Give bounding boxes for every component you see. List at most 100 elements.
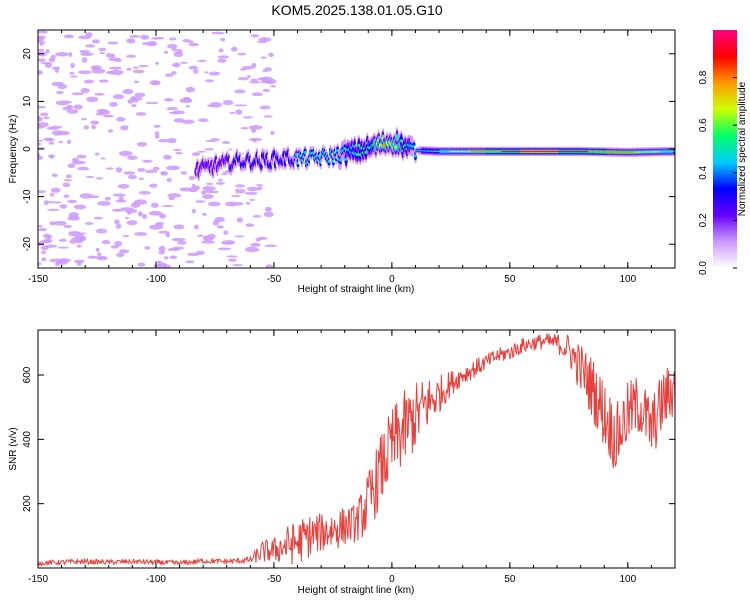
noise-blob <box>115 199 127 203</box>
noise-blob <box>248 137 263 142</box>
noise-blob <box>81 57 88 63</box>
snr-axes: -150 -100 -50 0 50 100 200 400 600 <box>22 330 676 585</box>
noise-blob <box>77 166 90 171</box>
noise-blob <box>203 235 208 240</box>
noise-blob <box>63 194 70 198</box>
noise-blob <box>93 216 104 220</box>
noise-blob <box>256 40 267 44</box>
noise-blob <box>250 34 259 38</box>
noise-blob <box>83 79 95 84</box>
snr-xtick-label: 50 <box>504 574 516 585</box>
noise-blob <box>158 245 166 252</box>
noise-blob <box>221 173 227 176</box>
spectrogram-xtick-label: 100 <box>619 274 636 285</box>
noise-blob <box>167 193 182 198</box>
noise-blob <box>134 232 148 236</box>
noise-blob <box>195 250 205 255</box>
noise-blob <box>62 106 71 111</box>
noise-blob <box>207 201 221 207</box>
noise-blob <box>49 192 55 197</box>
noise-blob <box>126 38 136 44</box>
noise-blob <box>169 255 178 260</box>
noise-blob <box>235 188 240 194</box>
noise-blob <box>161 205 174 208</box>
spectrogram-marks <box>38 30 675 268</box>
snr-xtick-label: -100 <box>146 574 166 585</box>
noise-blob <box>125 216 130 219</box>
noise-blob <box>158 249 166 255</box>
noise-blob <box>55 51 69 57</box>
noise-blob <box>127 174 137 180</box>
noise-blob <box>71 92 84 96</box>
noise-blob <box>218 178 223 182</box>
noise-blob <box>248 125 263 130</box>
noise-blob <box>102 114 115 118</box>
snr-plot-area <box>38 330 675 568</box>
noise-blob <box>155 260 163 263</box>
snr-ytick-label: 400 <box>22 431 33 448</box>
noise-blob <box>41 250 47 255</box>
noise-blob <box>149 183 158 188</box>
noise-blob <box>66 109 79 114</box>
noise-blob <box>166 178 172 183</box>
noise-blob <box>204 148 214 151</box>
noise-blob <box>63 34 75 39</box>
noise-blob <box>264 67 272 72</box>
noise-blob <box>38 70 43 75</box>
noise-blob <box>38 228 48 232</box>
noise-blob <box>188 175 195 181</box>
noise-blob <box>252 214 262 218</box>
noise-blob <box>140 34 150 40</box>
noise-blob <box>98 79 109 83</box>
noise-blob <box>65 174 72 179</box>
noise-blob <box>90 120 99 125</box>
snr-xtick-label: 100 <box>619 574 636 585</box>
spectrogram-xtick-label: 0 <box>389 274 395 285</box>
noise-blob <box>43 233 51 239</box>
noise-blob <box>99 109 111 115</box>
noise-blob <box>146 40 158 47</box>
noise-blob <box>251 62 257 69</box>
noise-blob <box>204 71 209 74</box>
noise-blob <box>257 77 269 81</box>
noise-blob <box>249 80 261 84</box>
noise-blob <box>177 240 187 245</box>
noise-blob <box>97 201 111 206</box>
snr-marks <box>38 333 675 567</box>
noise-blob <box>240 126 249 130</box>
noise-blob <box>202 212 207 216</box>
noise-blob <box>182 96 191 101</box>
noise-blob <box>173 51 183 58</box>
noise-blob <box>236 217 244 223</box>
noise-blob <box>112 94 125 100</box>
noise-blob <box>220 37 226 42</box>
noise-blob <box>179 187 192 192</box>
noise-blob <box>48 57 56 63</box>
noise-blob <box>51 66 61 70</box>
noise-blob <box>164 73 174 78</box>
spectrogram-xlabel: Height of straight line (km) <box>298 284 415 295</box>
noise-blob <box>142 159 153 163</box>
noise-blob <box>197 59 207 63</box>
noise-blob <box>264 206 272 212</box>
noise-blob <box>137 65 149 68</box>
noise-blob <box>38 224 43 228</box>
noise-blob <box>58 140 64 144</box>
noise-blob <box>85 44 96 48</box>
spectrogram-ytick-label: 0 <box>22 146 33 152</box>
snr-xtick-label: 0 <box>389 574 395 585</box>
noise-blob <box>91 125 97 130</box>
noise-blob <box>57 246 69 249</box>
noise-blob <box>80 117 87 121</box>
noise-blob <box>38 122 49 128</box>
noise-blob <box>112 193 126 197</box>
noise-blob <box>163 154 172 160</box>
noise-blob <box>68 231 81 237</box>
noise-blob <box>122 88 134 95</box>
noise-blob <box>142 213 147 219</box>
noise-blob <box>216 225 224 229</box>
snr-xtick-label: -150 <box>28 574 48 585</box>
snr-ytick-label: 200 <box>22 495 33 512</box>
noise-blob <box>115 167 123 173</box>
